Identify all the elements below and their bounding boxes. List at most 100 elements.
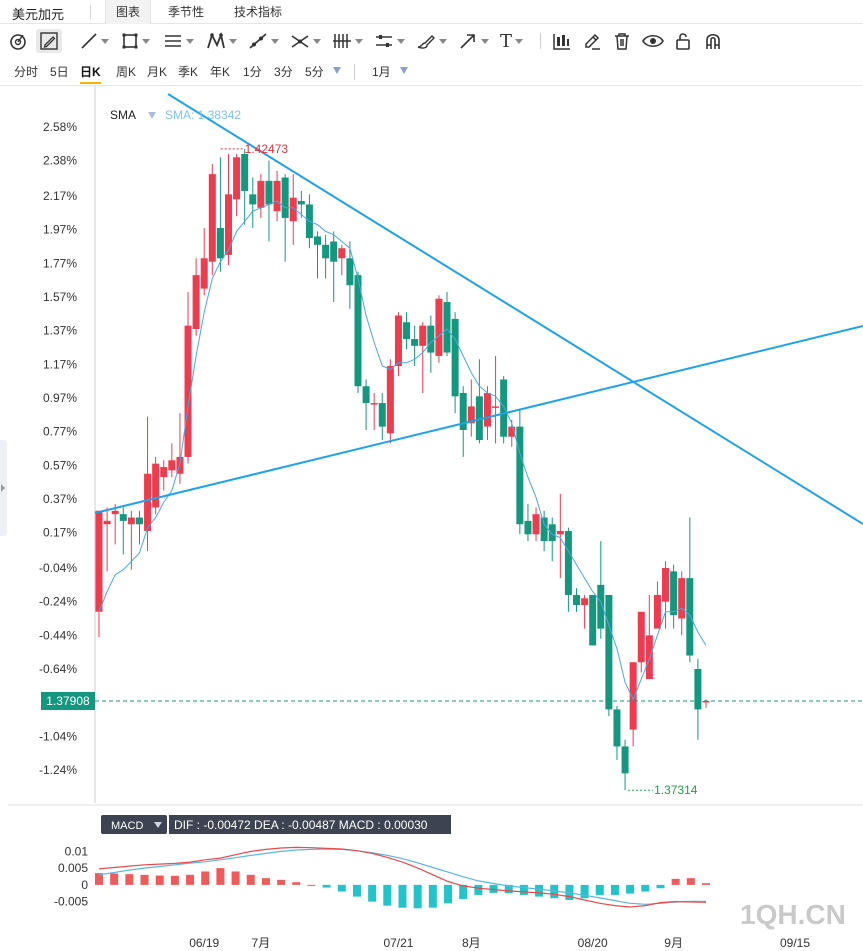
period-1min[interactable]: 1分 <box>243 65 262 79</box>
candle-body <box>524 520 532 535</box>
rectangle-tool-chevron-down-icon[interactable] <box>142 38 150 44</box>
pencil-icon[interactable] <box>36 29 62 53</box>
trash-icon[interactable] <box>612 29 632 53</box>
current-price-box <box>41 691 95 710</box>
period-5min[interactable]: 5分 <box>305 65 324 79</box>
y-tick-label: -0.24% <box>39 595 77 609</box>
line-tool-chevron-down-icon[interactable] <box>101 38 109 44</box>
sidebar-toggle[interactable] <box>0 440 7 536</box>
period-more-chevron-down-icon[interactable] <box>333 67 341 74</box>
text-icon[interactable]: T <box>500 29 524 53</box>
y-tick-label: 2.17% <box>43 189 77 203</box>
fork-icon[interactable] <box>290 29 321 53</box>
macd-chevron-down-icon[interactable] <box>154 822 162 828</box>
sma-label[interactable]: SMA <box>110 108 136 122</box>
candle-body <box>678 578 686 619</box>
edit-icon[interactable] <box>582 29 602 53</box>
candle-body <box>621 746 629 774</box>
y-tick-label: 1.17% <box>43 357 77 371</box>
eye-icon[interactable] <box>642 29 664 53</box>
pattern-icon[interactable] <box>206 29 237 53</box>
candle-body <box>346 258 354 286</box>
y-tick-label: 0.77% <box>43 425 77 439</box>
x-axis-labels: 06/19 7月 07/21 8月 08/20 9月 09/15 <box>189 936 810 950</box>
ruler-tool-chevron-down-icon[interactable] <box>397 38 405 44</box>
candle-body <box>257 180 265 208</box>
text-tool-chevron-down-icon[interactable] <box>515 38 524 44</box>
period-3min[interactable]: 3分 <box>274 65 293 79</box>
period-5day[interactable]: 5日 <box>50 65 69 79</box>
ray-icon[interactable] <box>248 29 279 53</box>
arrow-icon[interactable] <box>458 29 489 53</box>
candle-body <box>281 177 289 218</box>
period-bar: 分时 5日 日K 周K 月K 季K 年K 1分 3分 5分 1月 <box>0 58 863 86</box>
candle-body <box>233 157 241 200</box>
fork-tool-chevron-down-icon[interactable] <box>313 38 321 44</box>
candle-body <box>362 386 370 404</box>
range-chevron-down-icon[interactable] <box>400 67 408 74</box>
candle-body <box>573 594 581 606</box>
trendline-up[interactable] <box>94 325 863 514</box>
lock-icon[interactable] <box>674 29 692 53</box>
y-tick-label: 1.77% <box>43 256 77 270</box>
candle-body <box>483 392 491 427</box>
period-daily-k[interactable]: 日K <box>80 63 101 84</box>
parallel-tool-chevron-down-icon[interactable] <box>186 38 194 44</box>
period-intraday[interactable]: 分时 <box>14 65 39 79</box>
bars-icon[interactable] <box>332 29 363 53</box>
range-1month[interactable]: 1月 <box>372 65 391 79</box>
period-weekly-k[interactable]: 周K <box>116 65 137 79</box>
macd-bar <box>610 884 619 895</box>
candle-body <box>419 325 427 346</box>
macd-bar <box>292 882 301 885</box>
macd-bar <box>626 884 635 894</box>
drawing-toolbar: T <box>0 25 863 57</box>
arrow-tool-chevron-down-icon[interactable] <box>481 38 489 44</box>
period-monthly-k[interactable]: 月K <box>147 65 168 79</box>
macd-bar <box>671 878 680 885</box>
macd-bar <box>125 874 134 885</box>
instrument-title: 美元加元 <box>12 7 65 22</box>
y-tick-label: 0.57% <box>43 458 77 472</box>
x-tick-label: 8月 <box>462 936 481 950</box>
candle-body <box>370 403 378 405</box>
ruler-icon[interactable] <box>374 29 405 53</box>
tab-technical-indicators[interactable]: 技术指标 <box>234 5 283 19</box>
candle-body <box>273 180 281 212</box>
cursor-icon[interactable] <box>8 29 28 53</box>
macd-bar <box>170 875 179 885</box>
candle-body <box>645 635 653 680</box>
macd-bar <box>155 875 164 885</box>
line-icon[interactable] <box>80 29 109 53</box>
trendline-down[interactable] <box>167 93 863 525</box>
brush-icon[interactable] <box>416 29 447 53</box>
rectangle-icon[interactable] <box>121 29 150 53</box>
candle-body <box>224 194 232 255</box>
tab-seasonality[interactable]: 季节性 <box>168 5 205 19</box>
parallel-lines-icon[interactable] <box>163 29 194 53</box>
candle-icon[interactable] <box>552 29 572 53</box>
period-quarterly-k[interactable]: 季K <box>178 65 199 79</box>
period-divider <box>354 64 355 80</box>
macd-bar <box>383 884 392 906</box>
macd-bar <box>110 873 119 885</box>
pattern-tool-chevron-down-icon[interactable] <box>229 38 237 44</box>
magnet-icon[interactable] <box>703 29 723 53</box>
tab-chart[interactable]: 图表 <box>105 0 152 24</box>
sma-chevron-down-icon[interactable] <box>148 112 156 119</box>
y-axis-labels: 2.58% 2.38% 2.17% 1.97% 1.77% 1.57% 1.37% 1.17%… <box>39 120 77 777</box>
brush-tool-chevron-down-icon[interactable] <box>439 38 447 44</box>
candle-body <box>411 339 419 346</box>
candle-body <box>144 473 152 531</box>
bars-tool-chevron-down-icon[interactable] <box>355 38 363 44</box>
macd-selector[interactable] <box>101 815 167 834</box>
candle-body <box>500 379 508 437</box>
macd-readout-box <box>169 815 451 834</box>
macd-y-axis-labels: 0.01 0.005 0 -0.005 <box>54 844 88 908</box>
period-yearly-k[interactable]: 年K <box>210 65 231 79</box>
price-chart[interactable]: 2.58% 2.38% 2.17% 1.97% 1.77% 1.57% 1.37% 1.17%… <box>0 86 863 951</box>
macd-bar <box>368 884 377 902</box>
ray-tool-chevron-down-icon[interactable] <box>271 38 279 44</box>
candle-body <box>386 366 394 434</box>
macd-bar <box>398 884 407 908</box>
